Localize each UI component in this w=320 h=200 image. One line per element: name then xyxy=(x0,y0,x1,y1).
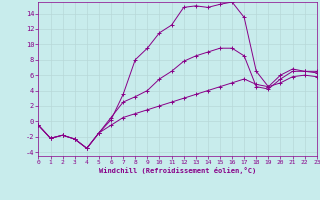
X-axis label: Windchill (Refroidissement éolien,°C): Windchill (Refroidissement éolien,°C) xyxy=(99,167,256,174)
